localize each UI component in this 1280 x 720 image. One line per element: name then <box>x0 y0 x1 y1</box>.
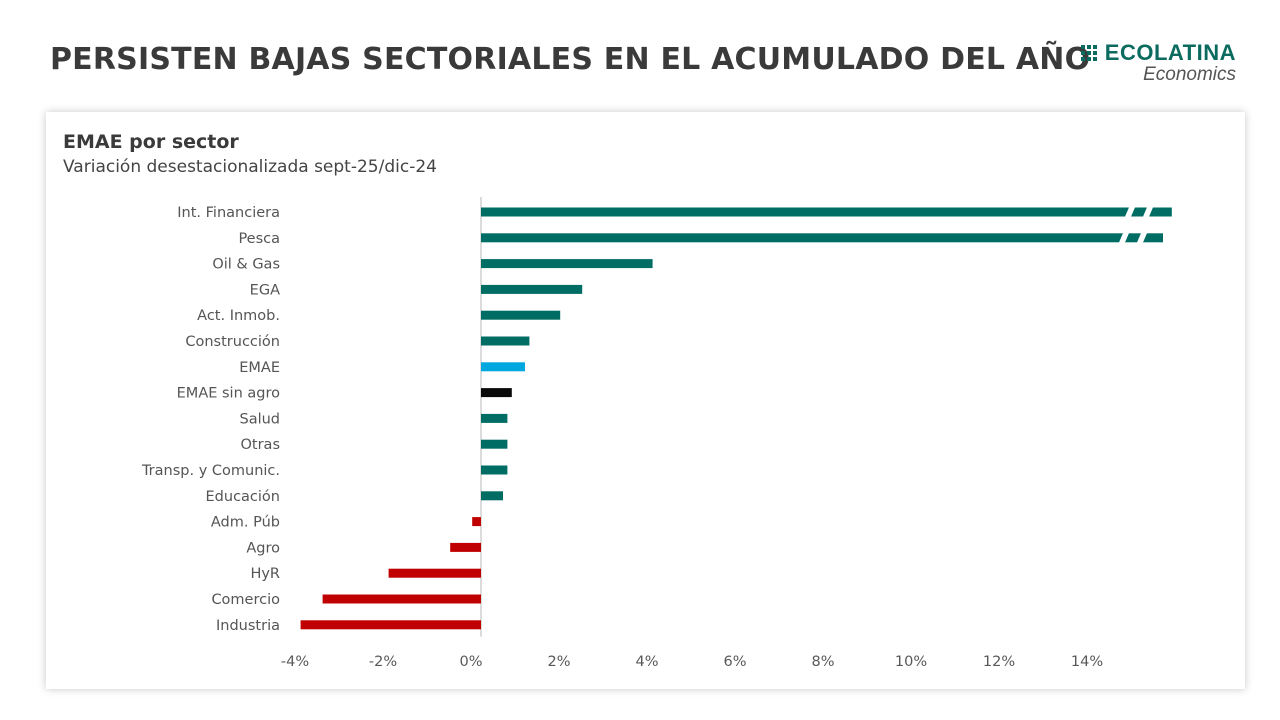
bar-salud <box>481 413 508 423</box>
bar-act-inmob- <box>481 310 561 320</box>
bar-transp-y-comunic- <box>481 465 508 475</box>
axis-break-mark <box>1142 205 1154 219</box>
x-tick-label: -4% <box>281 654 309 670</box>
axis-break-mark <box>1118 230 1130 245</box>
axis-break-mark <box>1136 230 1148 245</box>
bar-int-financiera <box>481 207 1172 217</box>
x-tick-label: 4% <box>635 654 658 670</box>
bar-educaci-n <box>481 491 503 501</box>
category-label: Act. Inmob. <box>197 308 280 324</box>
bar-hyr <box>388 568 481 578</box>
page-title: PERSISTEN BAJAS SECTORIALES EN EL ACUMUL… <box>50 42 1091 77</box>
category-label: Educación <box>206 489 280 505</box>
category-label: EMAE <box>239 360 280 376</box>
category-label: Pesca <box>238 231 280 247</box>
bar-otras <box>481 439 508 449</box>
category-label: HyR <box>250 566 280 582</box>
bar-oil-gas <box>481 259 653 269</box>
bar-emae-sin-agro <box>481 388 512 398</box>
logo-name: ECOLATINA <box>1104 40 1236 65</box>
x-tick-label: 8% <box>811 654 834 670</box>
x-tick-label: 10% <box>895 654 927 670</box>
category-label: EMAE sin agro <box>177 386 280 402</box>
bar-construcci-n <box>481 336 530 346</box>
bar-adm-p-b <box>472 517 481 527</box>
category-label: EGA <box>250 282 280 298</box>
bar-agro <box>450 542 481 552</box>
category-label: Otras <box>241 437 281 453</box>
category-label: Comercio <box>211 592 280 608</box>
bar-emae <box>481 362 525 372</box>
logo-subtitle: Economics <box>1143 64 1236 85</box>
axis-break-mark <box>1124 205 1136 219</box>
chart-subtitle: Variación desestacionalizada sept-25/dic… <box>63 157 437 177</box>
bar-industria <box>300 620 481 630</box>
category-label: Oil & Gas <box>212 257 280 273</box>
category-label: Construcción <box>185 334 280 350</box>
grid-dots-icon <box>1080 45 1097 61</box>
x-tick-label: 12% <box>983 654 1015 670</box>
bar-comercio <box>322 594 481 604</box>
x-tick-label: 0% <box>459 654 482 670</box>
category-label: Salud <box>239 411 280 427</box>
bar-pesca <box>481 233 1163 243</box>
x-tick-label: -2% <box>369 654 397 670</box>
x-tick-label: 6% <box>723 654 746 670</box>
category-label: Int. Financiera <box>177 205 280 221</box>
bar-ega <box>481 284 583 294</box>
ecolatina-logo: ECOLATINA Economics <box>1080 40 1236 86</box>
x-tick-label: 2% <box>547 654 570 670</box>
category-label: Agro <box>246 540 280 556</box>
category-label: Industria <box>216 618 280 634</box>
x-tick-label: 14% <box>1071 654 1103 670</box>
category-label: Transp. y Comunic. <box>141 463 280 479</box>
chart-title: EMAE por sector <box>63 131 239 153</box>
category-label: Adm. Púb <box>211 515 280 531</box>
